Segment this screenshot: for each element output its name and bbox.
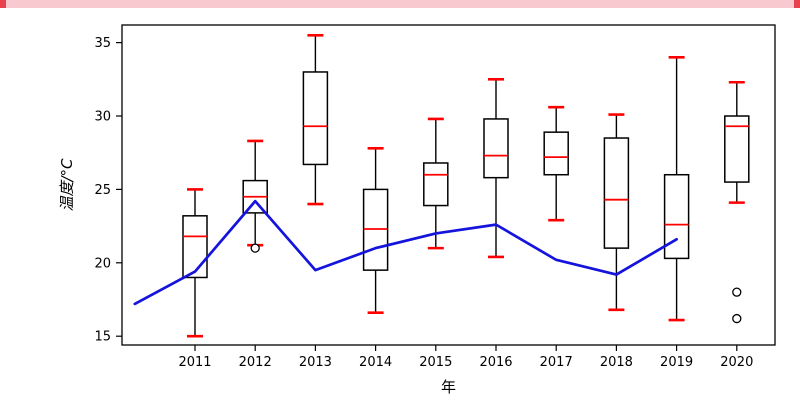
x-tick-label: 2014 — [359, 355, 392, 370]
plot-frame — [121, 24, 776, 346]
x-tick-label: 2012 — [239, 355, 272, 370]
top-banner — [0, 0, 800, 8]
x-tick-label: 2015 — [419, 355, 452, 370]
box-2013 — [302, 71, 329, 166]
box-2016 — [483, 118, 509, 179]
box-2019 — [663, 173, 690, 260]
y-tick-label: 30 — [94, 110, 111, 125]
x-tick-label: 2017 — [540, 355, 573, 370]
blue-trend-line — [133, 199, 678, 306]
box-2017 — [543, 131, 569, 176]
outlier-2012 — [250, 243, 260, 253]
x-tick-label: 2020 — [720, 355, 753, 370]
x-tick-label: 2011 — [178, 355, 211, 370]
outlier-2020 — [732, 313, 742, 324]
chart-canvas: 15 20 25 30 35 2011 2012 2013 2014 2015 2016 2017 20… — [58, 24, 776, 396]
box-2015 — [423, 162, 449, 207]
y-tick-label: 25 — [94, 183, 111, 198]
y-axis-label: 温度/°C — [58, 158, 76, 212]
box-2011 — [182, 215, 208, 279]
y-tick-label: 20 — [94, 256, 111, 271]
x-tick-label: 2019 — [660, 355, 693, 370]
y-tick-label: 15 — [94, 330, 111, 345]
temperature-boxplot-chart: 15 20 25 30 35 2011 2012 2013 2014 2015 2016 2017 20… — [0, 8, 800, 403]
x-tick-label: 2013 — [299, 355, 332, 370]
x-tick-label: 2018 — [600, 355, 633, 370]
y-tick-label: 35 — [94, 36, 111, 51]
x-tick-label: 2016 — [479, 355, 512, 370]
box-2018 — [603, 137, 630, 249]
outlier-2020 — [732, 287, 742, 297]
x-axis-label: 年 — [441, 378, 456, 396]
